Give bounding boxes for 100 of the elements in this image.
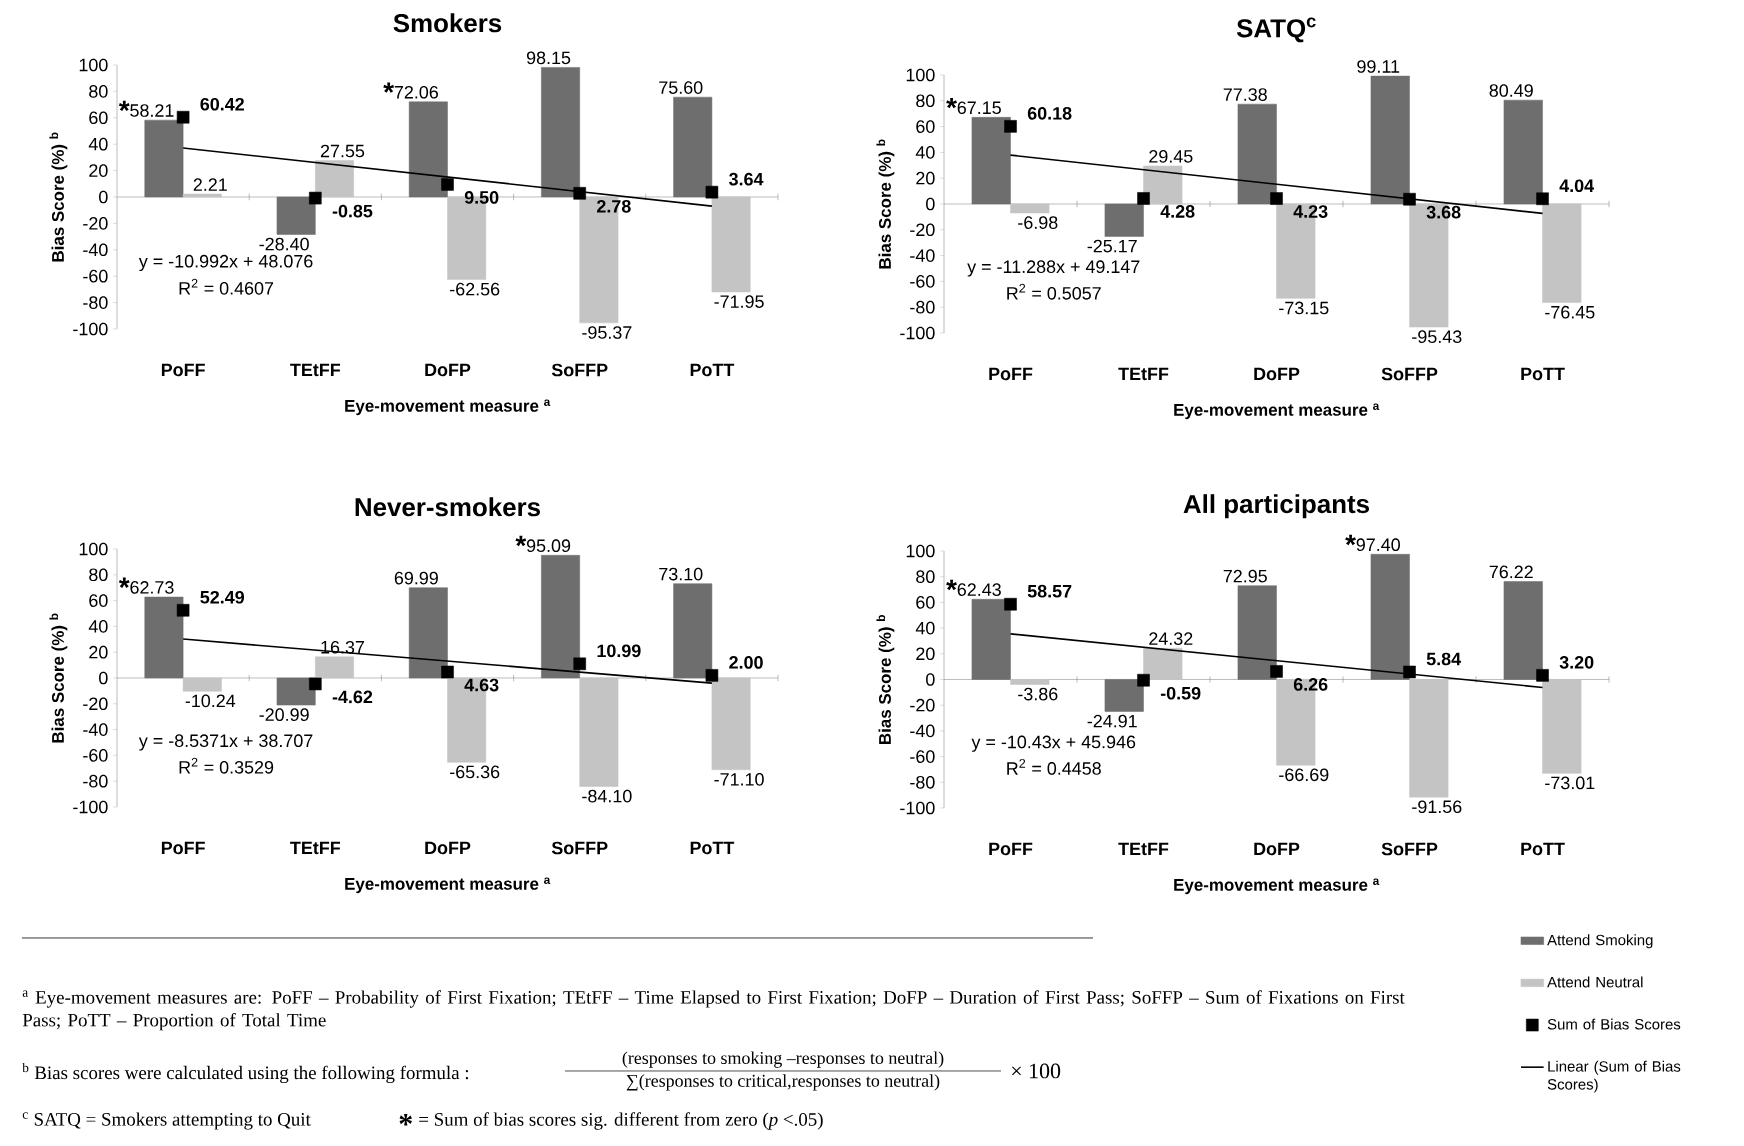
data-label: 5.84 [1426,652,1462,666]
point [309,677,322,691]
bar [1010,203,1050,214]
data-label: 60.42 [200,97,244,111]
legend-label: Sum of Bias Scores [1547,1018,1681,1030]
data-label: 75.60 [659,81,703,94]
y-tick-label: -100 [900,326,935,340]
legend-label: Attend Neutral [1547,976,1643,988]
bar [541,555,580,679]
data-label: 9.50 [464,191,499,204]
x-axis-title: Eye-movement measure $^{a}$ [1174,878,1380,895]
data-label: 29.45 [1149,150,1193,163]
point [176,110,190,124]
data-label: 3.68 [1426,205,1461,219]
data-label: 4.28 [1160,205,1195,218]
bar [1503,581,1543,680]
bar [1104,679,1144,712]
data-label: 58.57 [1027,584,1072,598]
data-label: 69.99 [394,571,438,585]
y-tick-label: 60 [916,120,935,133]
y-tick-label: -40 [910,249,935,262]
text: $^{b}$ Bias scores were calculated using the following formula : [22,1062,469,1084]
point [441,178,454,191]
x-tick-label: PoTT [690,363,735,377]
point [1004,120,1017,133]
data-label: -10.24 [185,694,236,708]
y-tick-label: -40 [83,243,108,257]
y-tick-label: -20 [910,698,935,712]
x-tick-label: TEtFF [1118,842,1169,856]
data-label: 72.95 [1223,569,1267,583]
y-tick-label: -60 [83,269,108,283]
bar [1503,99,1543,205]
data-label: -84.10 [582,789,632,803]
data-label: 4.23 [1293,205,1328,218]
bar [1237,585,1277,680]
y-tick-label: 40 [915,146,935,159]
data-label: 24.32 [1149,632,1193,645]
y-tick-label: 100 [79,542,108,556]
y-tick-label: -100 [73,800,108,814]
data-label: 72.06 [394,85,438,99]
y-tick-label: 20 [916,647,935,661]
data-label: 2.78 [597,199,631,213]
data-label: 67.15 [957,101,1001,115]
x-tick-label: DoFP [1254,842,1300,856]
data-label: -25.17 [1087,239,1137,253]
text: (responses to smoking –responses to neutral) [622,1051,944,1068]
text: * [399,1114,412,1126]
data-label: 4.63 [464,678,499,692]
point [176,604,190,617]
y-tick-label: 60 [89,594,108,607]
x-tick-label: PoFF [989,367,1033,381]
annotation: R$^{2}$ = 0.3529 [179,757,274,774]
y-tick-label: 80 [89,85,108,98]
annotation: * [118,577,130,588]
point [1270,665,1283,678]
data-label: 52.49 [200,590,245,604]
bar [1409,679,1449,798]
x-tick-label: SoFFP [1381,842,1438,856]
bar [276,196,316,235]
y-tick-label: 80 [916,94,935,108]
x-tick-label: PoFF [161,363,205,377]
annotation: R$^{2}$ = 0.4458 [1007,758,1101,775]
data-label: -91.56 [1412,800,1462,814]
y-tick-label: 100 [79,58,108,72]
data-label: -6.98 [1018,216,1058,229]
annotation: * [515,535,527,547]
y-tick-label: -60 [910,750,935,763]
bar [315,656,354,679]
y-tick-label: 20 [89,645,108,659]
chart-title: All participants [1183,494,1369,519]
x-tick-label: PoTT [690,841,735,855]
bar [971,117,1011,205]
bar [1010,679,1050,685]
y-tick-label: -100 [900,801,935,815]
y-tick-label: -40 [910,724,935,738]
bar [182,677,222,692]
point [309,191,322,205]
data-label: 10.99 [597,644,641,658]
data-label: 95.09 [526,539,571,553]
point [441,665,454,679]
text: ∑(responses to critical,responses to neutral) [626,1074,940,1091]
data-label: 3.64 [729,172,764,186]
data-label: -95.43 [1412,330,1462,344]
text: $^{a}$ Eye-movement measures are: PoFF – Probability of First Fixation; TEtFF – Time Elapsed to First Fixation; DoFP – Duration of First Pass; SoFFP – Sum of Fixations on First Pass; PoTT – Proportion of Total Time [22,990,1405,1031]
data-label: 4.04 [1559,179,1595,193]
x-tick-label: SoFFP [551,841,608,855]
data-label: -3.86 [1018,687,1058,701]
y-tick-label: -80 [83,296,108,309]
bar [1104,203,1144,237]
chart-title: Never-smokers [355,497,540,517]
annotation: * [946,97,957,109]
point [1137,673,1150,687]
data-label: -20.99 [259,708,309,722]
data-label: -0.59 [1160,686,1201,700]
data-label: -28.40 [259,237,309,251]
chart-title: SATQ$^{c}$ [1236,17,1316,43]
point [573,187,586,200]
y-tick-label: 80 [916,570,935,584]
data-label: 27.55 [320,144,365,158]
annotation: R$^{2}$ = 0.4607 [179,278,274,295]
